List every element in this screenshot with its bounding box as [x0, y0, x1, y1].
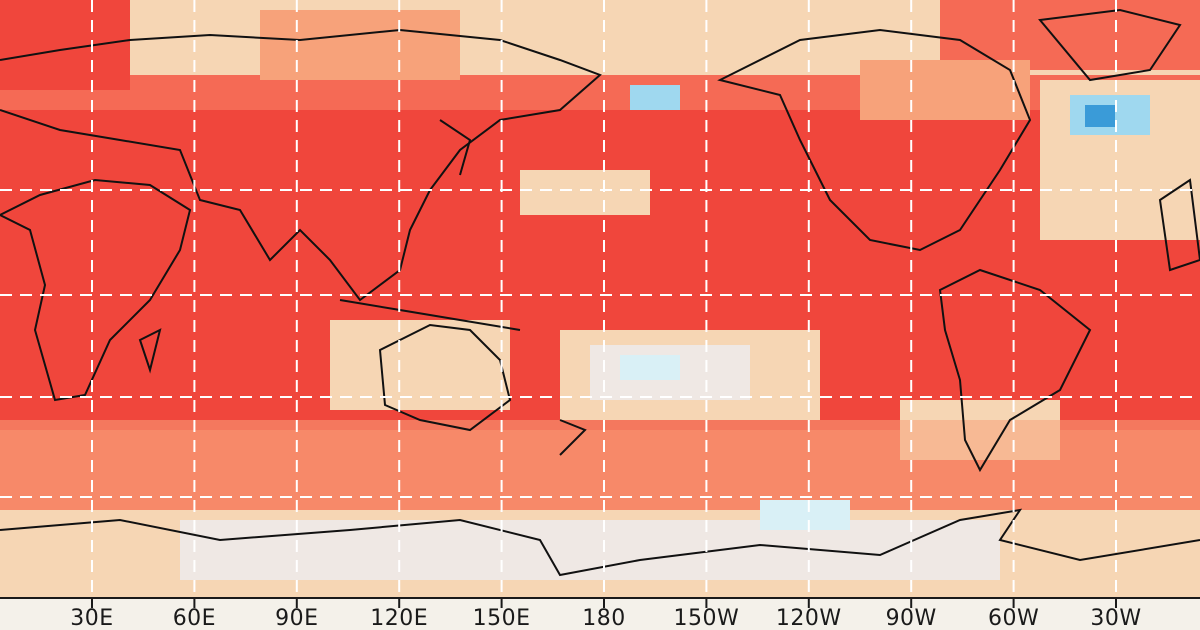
coastline-indonesia — [339, 299, 521, 331]
coastline-australia — [378, 323, 512, 432]
coastline-africa — [0, 178, 192, 402]
field-canada — [860, 60, 1030, 120]
axis-strip — [0, 598, 1200, 630]
coastline-japan — [439, 119, 472, 176]
field-north-pacific-pale — [520, 170, 650, 215]
field-eurasia — [0, 0, 130, 90]
field-cool-south-pacific — [620, 355, 680, 380]
coastline-south-america — [938, 268, 1092, 473]
coastline-antarctica — [0, 508, 1200, 577]
field-australia-pale — [330, 320, 510, 410]
x-axis-ticks — [91, 598, 1117, 608]
field-cool-atlantic-core — [1085, 105, 1115, 127]
coastline-greenland — [1038, 8, 1182, 82]
field-antarctic-neutral — [180, 520, 1000, 580]
field-cool-antarctic — [760, 500, 850, 530]
coastline-europe-west — [1158, 178, 1200, 272]
field-arctic-east — [940, 0, 1200, 70]
coastline-new-zealand — [559, 419, 587, 456]
coastline-madagascar — [138, 328, 162, 374]
field-siberia — [260, 10, 460, 80]
graticule — [0, 0, 1200, 598]
coastline-north-america — [717, 28, 1032, 252]
field-cool-alaska — [630, 85, 680, 110]
